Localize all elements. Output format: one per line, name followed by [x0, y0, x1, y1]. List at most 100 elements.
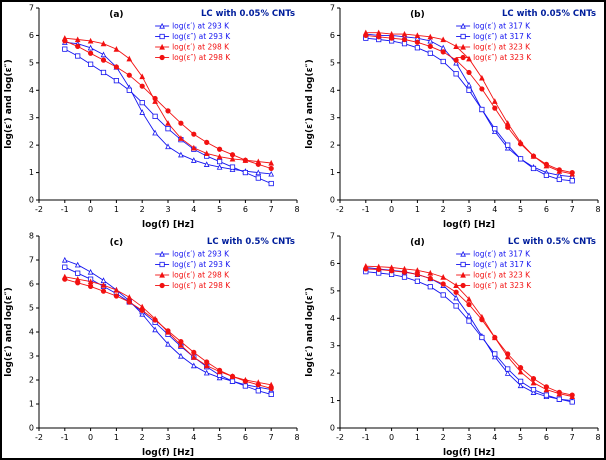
- x-tick-label: -2: [336, 205, 344, 214]
- series-2: [362, 29, 576, 177]
- x-tick-label: 4: [492, 433, 497, 442]
- x-tick-label: 4: [191, 205, 196, 214]
- y-axis-label: log(ε′) and log(ε″): [4, 287, 14, 376]
- axes: -2 -1 0 1 2 3 4 5 6 7 8 0 1 2 3 4 5 6 7 log(f) [Hz] log(ε′) …: [305, 232, 601, 459]
- series-2: [362, 263, 576, 400]
- legend-label: log(ε′) at 317 K: [473, 250, 531, 259]
- legend-item-0: log(ε′) at 293 K: [155, 250, 230, 259]
- panel-label: (b): [410, 10, 425, 20]
- x-tick-label: 1: [114, 433, 119, 442]
- chart-c: -2 -1 0 1 2 3 4 5 6 7 8 0 1 2 3 4 5 6 7 8 log(f) [Hz] log(ε′)…: [4, 232, 300, 459]
- x-tick-label: 1: [114, 205, 119, 214]
- legend-label: log(ε′) at 317 K: [473, 22, 531, 31]
- chart-panel-a: -2 -1 0 1 2 3 4 5 6 7 8 0 1 2 3 4 5 6 7 log(f) [Hz] log(ε′) …: [2, 2, 303, 231]
- x-tick-label: -1: [362, 433, 370, 442]
- x-tick-label: 4: [492, 205, 497, 214]
- y-tick-label: 5: [29, 58, 34, 67]
- y-tick-label: 5: [29, 304, 34, 313]
- x-tick-label: 8: [595, 205, 600, 214]
- y-tick-label: 7: [29, 256, 34, 265]
- x-axis-label: log(f) [Hz]: [443, 220, 495, 230]
- series-0: [61, 39, 275, 177]
- x-tick-label: 3: [466, 205, 471, 214]
- x-tick-label: -2: [35, 205, 43, 214]
- chart-title: LC with 0.05% CNTs: [502, 9, 596, 19]
- legend-label: log(ε″) at 317 K: [473, 260, 532, 269]
- y-tick-label: 3: [29, 113, 34, 122]
- y-tick-label: 2: [29, 376, 34, 385]
- y-tick-label: 4: [330, 86, 335, 95]
- legend-item-3: log(ε″) at 323 K: [456, 53, 532, 62]
- x-tick-label: 6: [544, 433, 549, 442]
- y-axis-label: log(ε′) and log(ε″): [305, 59, 315, 148]
- series-3: [363, 266, 575, 398]
- y-tick-label: 6: [29, 31, 34, 40]
- y-tick-label: 1: [29, 168, 34, 177]
- y-tick-label: 7: [29, 4, 34, 13]
- legend-label: log(ε′) at 293 K: [172, 22, 230, 31]
- series-3: [62, 38, 274, 172]
- series-3: [363, 32, 575, 176]
- x-tick-label: 3: [165, 205, 170, 214]
- legend-label: log(ε′) at 298 K: [172, 271, 230, 280]
- axes: -2 -1 0 1 2 3 4 5 6 7 8 0 1 2 3 4 5 6 7 log(f) [Hz] log(ε′) …: [4, 4, 300, 231]
- x-tick-label: 2: [441, 205, 446, 214]
- x-tick-label: -2: [336, 433, 344, 442]
- legend-label: log(ε′) at 323 K: [473, 43, 531, 52]
- axes: -2 -1 0 1 2 3 4 5 6 7 8 0 1 2 3 4 5 6 7 8 log(f) [Hz] log(ε′)…: [4, 232, 300, 459]
- x-axis-label: log(f) [Hz]: [443, 448, 495, 458]
- x-tick-label: 2: [140, 205, 145, 214]
- legend-item-1: log(ε″) at 293 K: [155, 32, 231, 41]
- x-tick-label: 8: [294, 205, 299, 214]
- y-tick-label: 2: [330, 141, 335, 150]
- y-tick-label: 1: [330, 396, 335, 405]
- x-tick-label: 6: [243, 205, 248, 214]
- y-tick-label: 0: [330, 196, 335, 205]
- legend-item-3: log(ε″) at 298 K: [155, 281, 231, 290]
- series-0: [362, 264, 576, 404]
- axes: -2 -1 0 1 2 3 4 5 6 7 8 0 1 2 3 4 5 6 7 log(f) [Hz] log(ε′) …: [305, 4, 601, 231]
- y-axis-label: log(ε′) and log(ε″): [4, 59, 14, 148]
- x-tick-label: 5: [217, 433, 222, 442]
- y-tick-label: 5: [330, 58, 335, 67]
- y-tick-label: 0: [330, 424, 335, 433]
- legend-label: log(ε″) at 298 K: [172, 53, 231, 62]
- x-tick-label: 5: [518, 433, 523, 442]
- legend-item-2: log(ε′) at 323 K: [456, 43, 531, 52]
- y-tick-label: 0: [29, 424, 34, 433]
- x-tick-label: 8: [294, 433, 299, 442]
- chart-d: -2 -1 0 1 2 3 4 5 6 7 8 0 1 2 3 4 5 6 7 log(f) [Hz] log(ε′) …: [305, 232, 601, 459]
- y-tick-label: 3: [330, 341, 335, 350]
- legend-label: log(ε′) at 323 K: [473, 271, 531, 280]
- x-axis-label: log(f) [Hz]: [142, 220, 194, 230]
- x-tick-label: 0: [88, 205, 93, 214]
- x-tick-label: 5: [217, 205, 222, 214]
- y-tick-label: 6: [330, 259, 335, 268]
- y-tick-label: 2: [330, 369, 335, 378]
- legend-item-1: log(ε″) at 293 K: [155, 260, 231, 269]
- y-tick-label: 1: [330, 168, 335, 177]
- x-tick-label: -1: [362, 205, 370, 214]
- legend-label: log(ε′) at 298 K: [172, 43, 230, 52]
- y-tick-label: 4: [29, 328, 34, 337]
- x-tick-label: 3: [466, 433, 471, 442]
- legend-item-2: log(ε′) at 298 K: [155, 271, 230, 280]
- chart-panel-b: -2 -1 0 1 2 3 4 5 6 7 8 0 1 2 3 4 5 6 7 log(f) [Hz] log(ε′) …: [303, 2, 604, 231]
- panel-label: (c): [110, 238, 124, 248]
- y-tick-label: 4: [330, 314, 335, 323]
- x-tick-label: 2: [140, 433, 145, 442]
- y-tick-label: 7: [330, 4, 335, 13]
- chart-a: -2 -1 0 1 2 3 4 5 6 7 8 0 1 2 3 4 5 6 7 log(f) [Hz] log(ε′) …: [4, 4, 300, 231]
- legend-label: log(ε″) at 323 K: [473, 53, 532, 62]
- legend-item-0: log(ε′) at 317 K: [456, 22, 531, 31]
- x-tick-label: 6: [544, 205, 549, 214]
- legend-label: log(ε″) at 323 K: [473, 281, 532, 290]
- x-tick-label: -1: [61, 205, 69, 214]
- legend-label: log(ε′) at 293 K: [172, 250, 230, 259]
- x-tick-label: 0: [389, 205, 394, 214]
- legend-item-1: log(ε″) at 317 K: [456, 260, 532, 269]
